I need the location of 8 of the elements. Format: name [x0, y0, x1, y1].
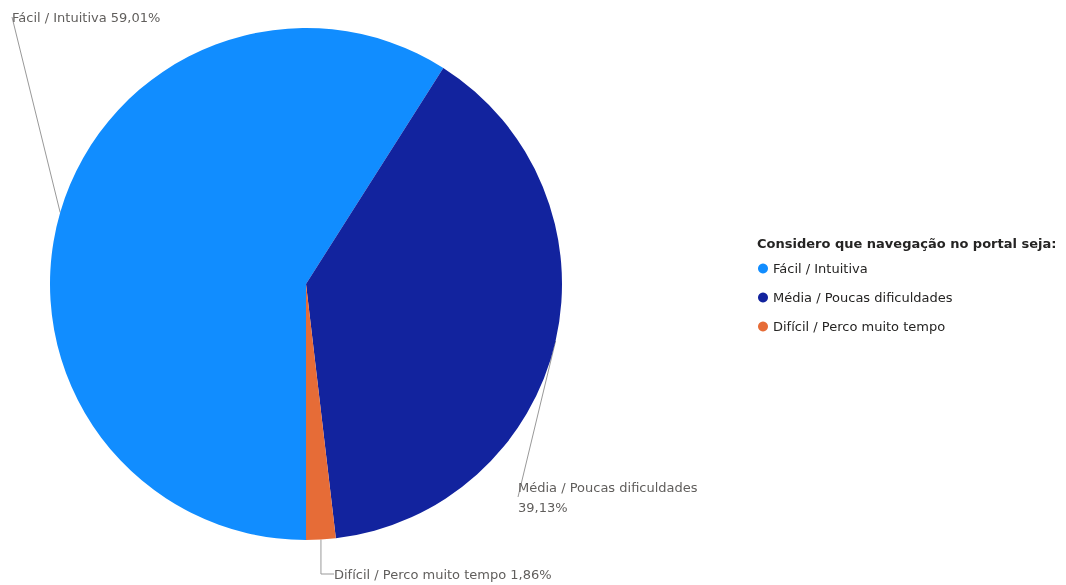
- category-label: Fácil / Intuitiva 59,01%: [12, 9, 161, 25]
- legend-title: Considero que navegação no portal seja:: [757, 236, 1057, 251]
- category-label: Difícil / Perco muito tempo 1,86%: [334, 566, 552, 582]
- legend-label: Difícil / Perco muito tempo: [773, 319, 946, 334]
- data-label: 39,13%: [518, 499, 568, 515]
- legend-label: Fácil / Intuitiva: [773, 261, 868, 276]
- slice-label: Média / Poucas dificuldades: [518, 479, 698, 495]
- legend-label: Média / Poucas dificuldades: [773, 290, 953, 305]
